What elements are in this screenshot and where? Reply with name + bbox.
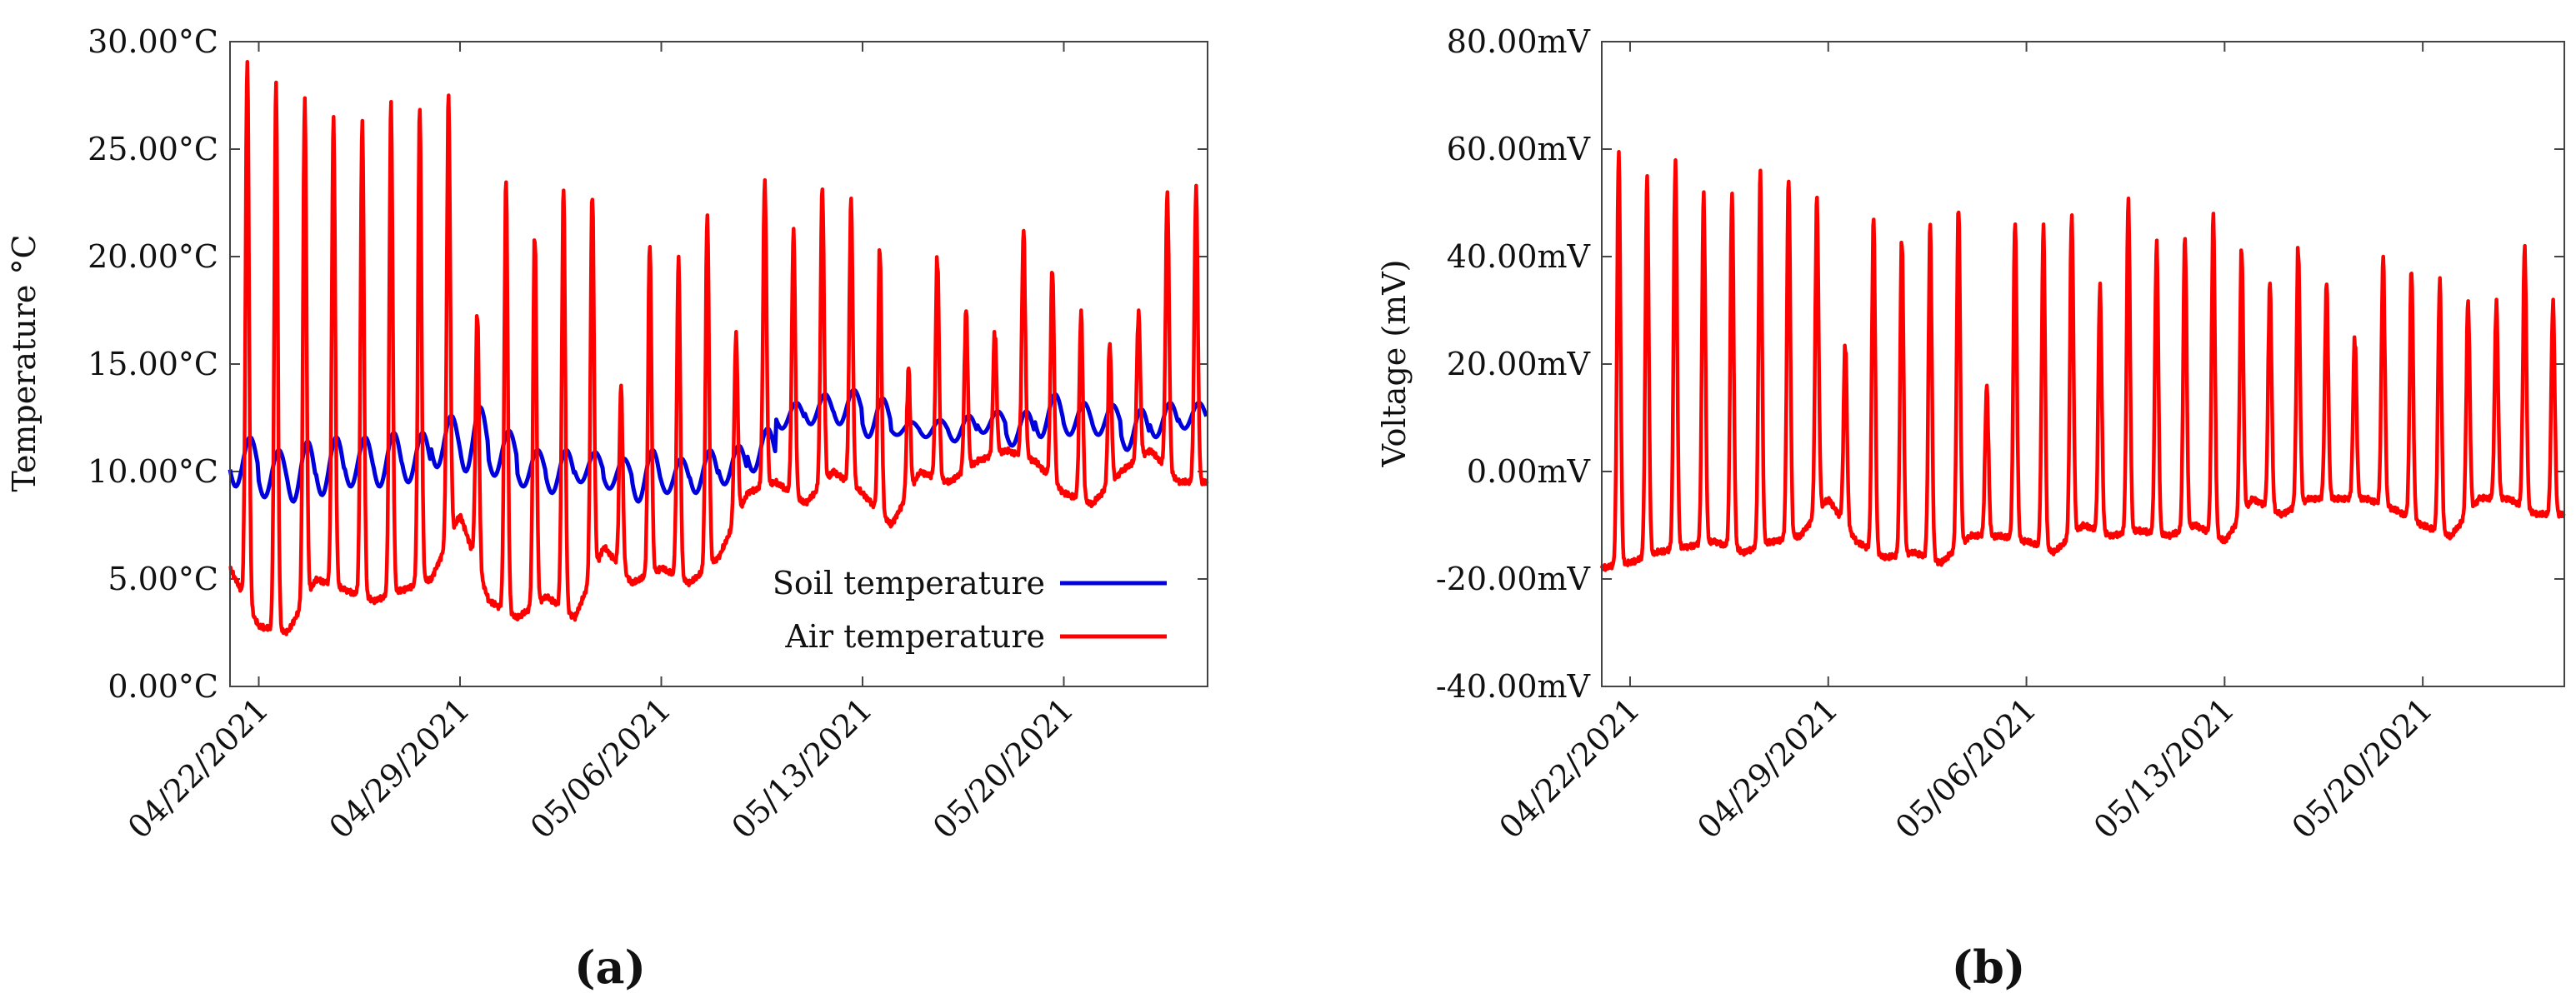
x-tick-label: 05/20/2021 — [926, 691, 1081, 846]
plot-frame — [1601, 41, 2565, 687]
y-tick-label: 15.00°C — [88, 346, 218, 382]
legend-label: Soil temperature — [773, 565, 1045, 601]
x-tick-label: 05/06/2021 — [523, 691, 678, 846]
series-line-voltage — [1599, 150, 2566, 572]
y-tick-label: 80.00mV — [1447, 23, 1591, 60]
y-axis-label: Voltage (mV) — [1376, 260, 1413, 468]
x-tick-label: 05/13/2021 — [724, 691, 879, 846]
y-tick-label: 0.00°C — [108, 668, 218, 705]
plot-frame — [229, 41, 1208, 687]
x-tick-label: 04/29/2021 — [322, 691, 477, 846]
chart-panel-b: Voltage (mV) -40.00mV -20.00mV 0.00mV 20.00… — [1376, 23, 2566, 846]
x-tick-label: 05/06/2021 — [1888, 691, 2043, 846]
y-axis-label: Temperature °C — [6, 234, 43, 492]
plot-area — [1599, 41, 2566, 687]
y-tick-label: 0.00mV — [1467, 453, 1591, 490]
series-line-air-temperature — [228, 60, 1209, 636]
x-tick-label: 04/22/2021 — [1492, 691, 1647, 846]
y-tick-label: 5.00°C — [108, 561, 218, 597]
y-tick-label: 20.00mV — [1447, 346, 1591, 382]
y-tick-label: 30.00°C — [88, 23, 218, 60]
panel-label-a: (a) — [574, 941, 646, 994]
y-tick-label: 40.00mV — [1447, 238, 1591, 275]
x-tick-label: 05/13/2021 — [2087, 691, 2242, 846]
y-tick-label: -20.00mV — [1436, 561, 1591, 597]
x-tick-label: 04/29/2021 — [1690, 691, 1845, 846]
x-tick-label: 04/22/2021 — [121, 691, 276, 846]
y-tick-label: 20.00°C — [88, 238, 218, 275]
plot-area — [228, 41, 1209, 687]
y-tick-label: 10.00°C — [88, 453, 218, 490]
y-tick-label: 25.00°C — [88, 131, 218, 167]
y-tick-label: -40.00mV — [1436, 668, 1591, 705]
panel-label-b: (b) — [1952, 941, 2026, 994]
x-tick-label: 05/20/2021 — [2285, 691, 2440, 846]
legend-label: Air temperature — [784, 618, 1045, 655]
chart-panel-a: Temperature °C 0.00°C 5.00°C 10.00°C 15.00°… — [6, 23, 1209, 846]
legend-background — [733, 553, 1183, 676]
legend: Soil temperature Air temperature — [733, 553, 1183, 676]
y-tick-label: 60.00mV — [1447, 131, 1591, 167]
